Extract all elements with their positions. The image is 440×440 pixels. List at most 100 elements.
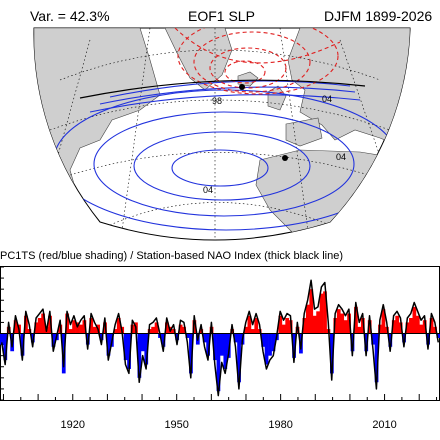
pc1-bar-positive [171, 329, 176, 334]
pc1-bar-positive [295, 326, 300, 334]
pc1-bar-positive [24, 315, 28, 334]
pc1-bar-positive [412, 306, 417, 334]
pc1-bar-positive [285, 317, 290, 334]
pc1-bar-negative [144, 333, 149, 365]
pc1-bar-negative [426, 333, 430, 345]
pc1-bar-negative [330, 333, 334, 374]
pc1-bar-positive [41, 313, 45, 334]
pc1-bar-negative [388, 333, 393, 347]
pc1-bar-positive [75, 322, 80, 334]
timeseries-title: PC1TS (red/blue shading) / Station-based… [0, 250, 343, 262]
pc1-bar-negative [185, 333, 190, 338]
x-tick-label: 1920 [61, 419, 85, 431]
pc1-bar-positive [429, 317, 434, 334]
pc1-bar-positive [336, 309, 341, 334]
pc1-bar-positive [13, 320, 18, 334]
pc1-bar-positive [151, 326, 155, 334]
pc1-bar-positive [422, 320, 427, 334]
ts-x-axis: 1920 1950 1980 2010 [2, 394, 438, 431]
pc1-bar-positive [340, 313, 345, 334]
pc1-bar-positive [347, 313, 351, 334]
pc1-bar-positive [354, 306, 358, 334]
pc1-bar-positive [319, 293, 324, 334]
pc1-bar-positive [37, 317, 42, 334]
pc1-bar-positive [34, 322, 39, 334]
pc1-bar-positive [385, 326, 389, 334]
pc1-bar-negative [237, 333, 241, 383]
pc1-bar-positive [360, 317, 365, 334]
pc1-bar-negative [202, 333, 207, 343]
pc1-bar-negative [123, 333, 128, 361]
pc1-bar-positive [154, 322, 159, 334]
pc1-bar-positive [178, 324, 183, 334]
pc1-bar-positive [48, 315, 52, 334]
pc1-bar-positive [343, 320, 348, 334]
pc1-bar-positive [395, 315, 400, 334]
contour-label: 04 [336, 152, 346, 162]
pc1-bar-positive [165, 322, 169, 334]
pc1-bar-negative [3, 333, 8, 361]
station-dot-north [239, 84, 245, 90]
pc1-bar-negative [436, 333, 440, 338]
pc1-bar-positive [333, 317, 338, 334]
pc1-bar-positive [72, 320, 76, 334]
pc1-bar-negative [175, 333, 180, 341]
x-tick-label: 1980 [268, 419, 292, 431]
zero-contour [79, 79, 366, 99]
pc1-bar-negative [106, 333, 111, 356]
pc1-bar-negative [364, 333, 369, 352]
season-label: DJFM 1899-2026 [324, 8, 433, 24]
pc1-bar-positive [250, 329, 255, 334]
x-tick-label: 1950 [164, 419, 188, 431]
pc1-bar-positive [305, 304, 310, 334]
pc1-bar-negative [0, 333, 4, 345]
pc1-bar-negative [51, 333, 56, 347]
pc1-bar-positive [247, 315, 252, 334]
pc1-bar-positive [27, 329, 32, 334]
pc1-bar-positive [113, 329, 118, 334]
contour-label: 98 [212, 96, 222, 106]
pc1-bar-positive [65, 313, 70, 334]
pc1-bar-negative [140, 333, 145, 352]
pc1-bar-positive [244, 326, 248, 334]
pc1-bar-positive [357, 326, 362, 334]
pc1-bar-negative [161, 333, 166, 347]
pc1-bar-positive [68, 329, 73, 334]
pc1-bar-positive [398, 322, 403, 334]
pc1-bar-positive [309, 289, 314, 334]
pc1-bar-positive [79, 324, 83, 334]
pc1-bar-negative [268, 333, 272, 356]
pc1-bar-positive [254, 317, 259, 334]
ts-line-layer [0, 279, 440, 397]
pc1-bar-positive [281, 324, 286, 334]
pc1-bar-positive [92, 326, 97, 334]
pc1-bar-positive [367, 320, 372, 334]
pc1-bar-negative [271, 333, 276, 352]
pc1-bar-negative [226, 333, 231, 358]
pc1-bar-positive [405, 322, 410, 334]
pc1-bar-negative [85, 333, 90, 345]
pc1-bar-positive [391, 320, 396, 334]
pc1-bar-positive [182, 326, 186, 334]
pc1-bar-positive [192, 320, 197, 334]
pc1-bar-positive [323, 291, 327, 334]
pc1-bar-positive [82, 320, 87, 334]
pc1-bar-negative [206, 333, 210, 356]
pc1-bar-positive [230, 329, 235, 334]
negative-contours [174, 28, 341, 95]
pc1-bar-negative [99, 333, 104, 341]
pc1-bar-negative [137, 333, 142, 378]
iberia-land [285, 117, 323, 147]
pc1-bar-positive [409, 317, 413, 334]
pc1-bar-negative [264, 333, 269, 365]
pc1-bar-negative [30, 333, 35, 343]
contour-label: 04 [203, 185, 213, 195]
pc1-bar-negative [127, 333, 131, 369]
pc1-bar-negative [371, 333, 375, 345]
contour-label: 04 [322, 94, 332, 104]
x-tick-label: 2010 [372, 419, 396, 431]
pc1-bar-negative [223, 333, 228, 369]
pc1-bar-positive [316, 311, 320, 334]
